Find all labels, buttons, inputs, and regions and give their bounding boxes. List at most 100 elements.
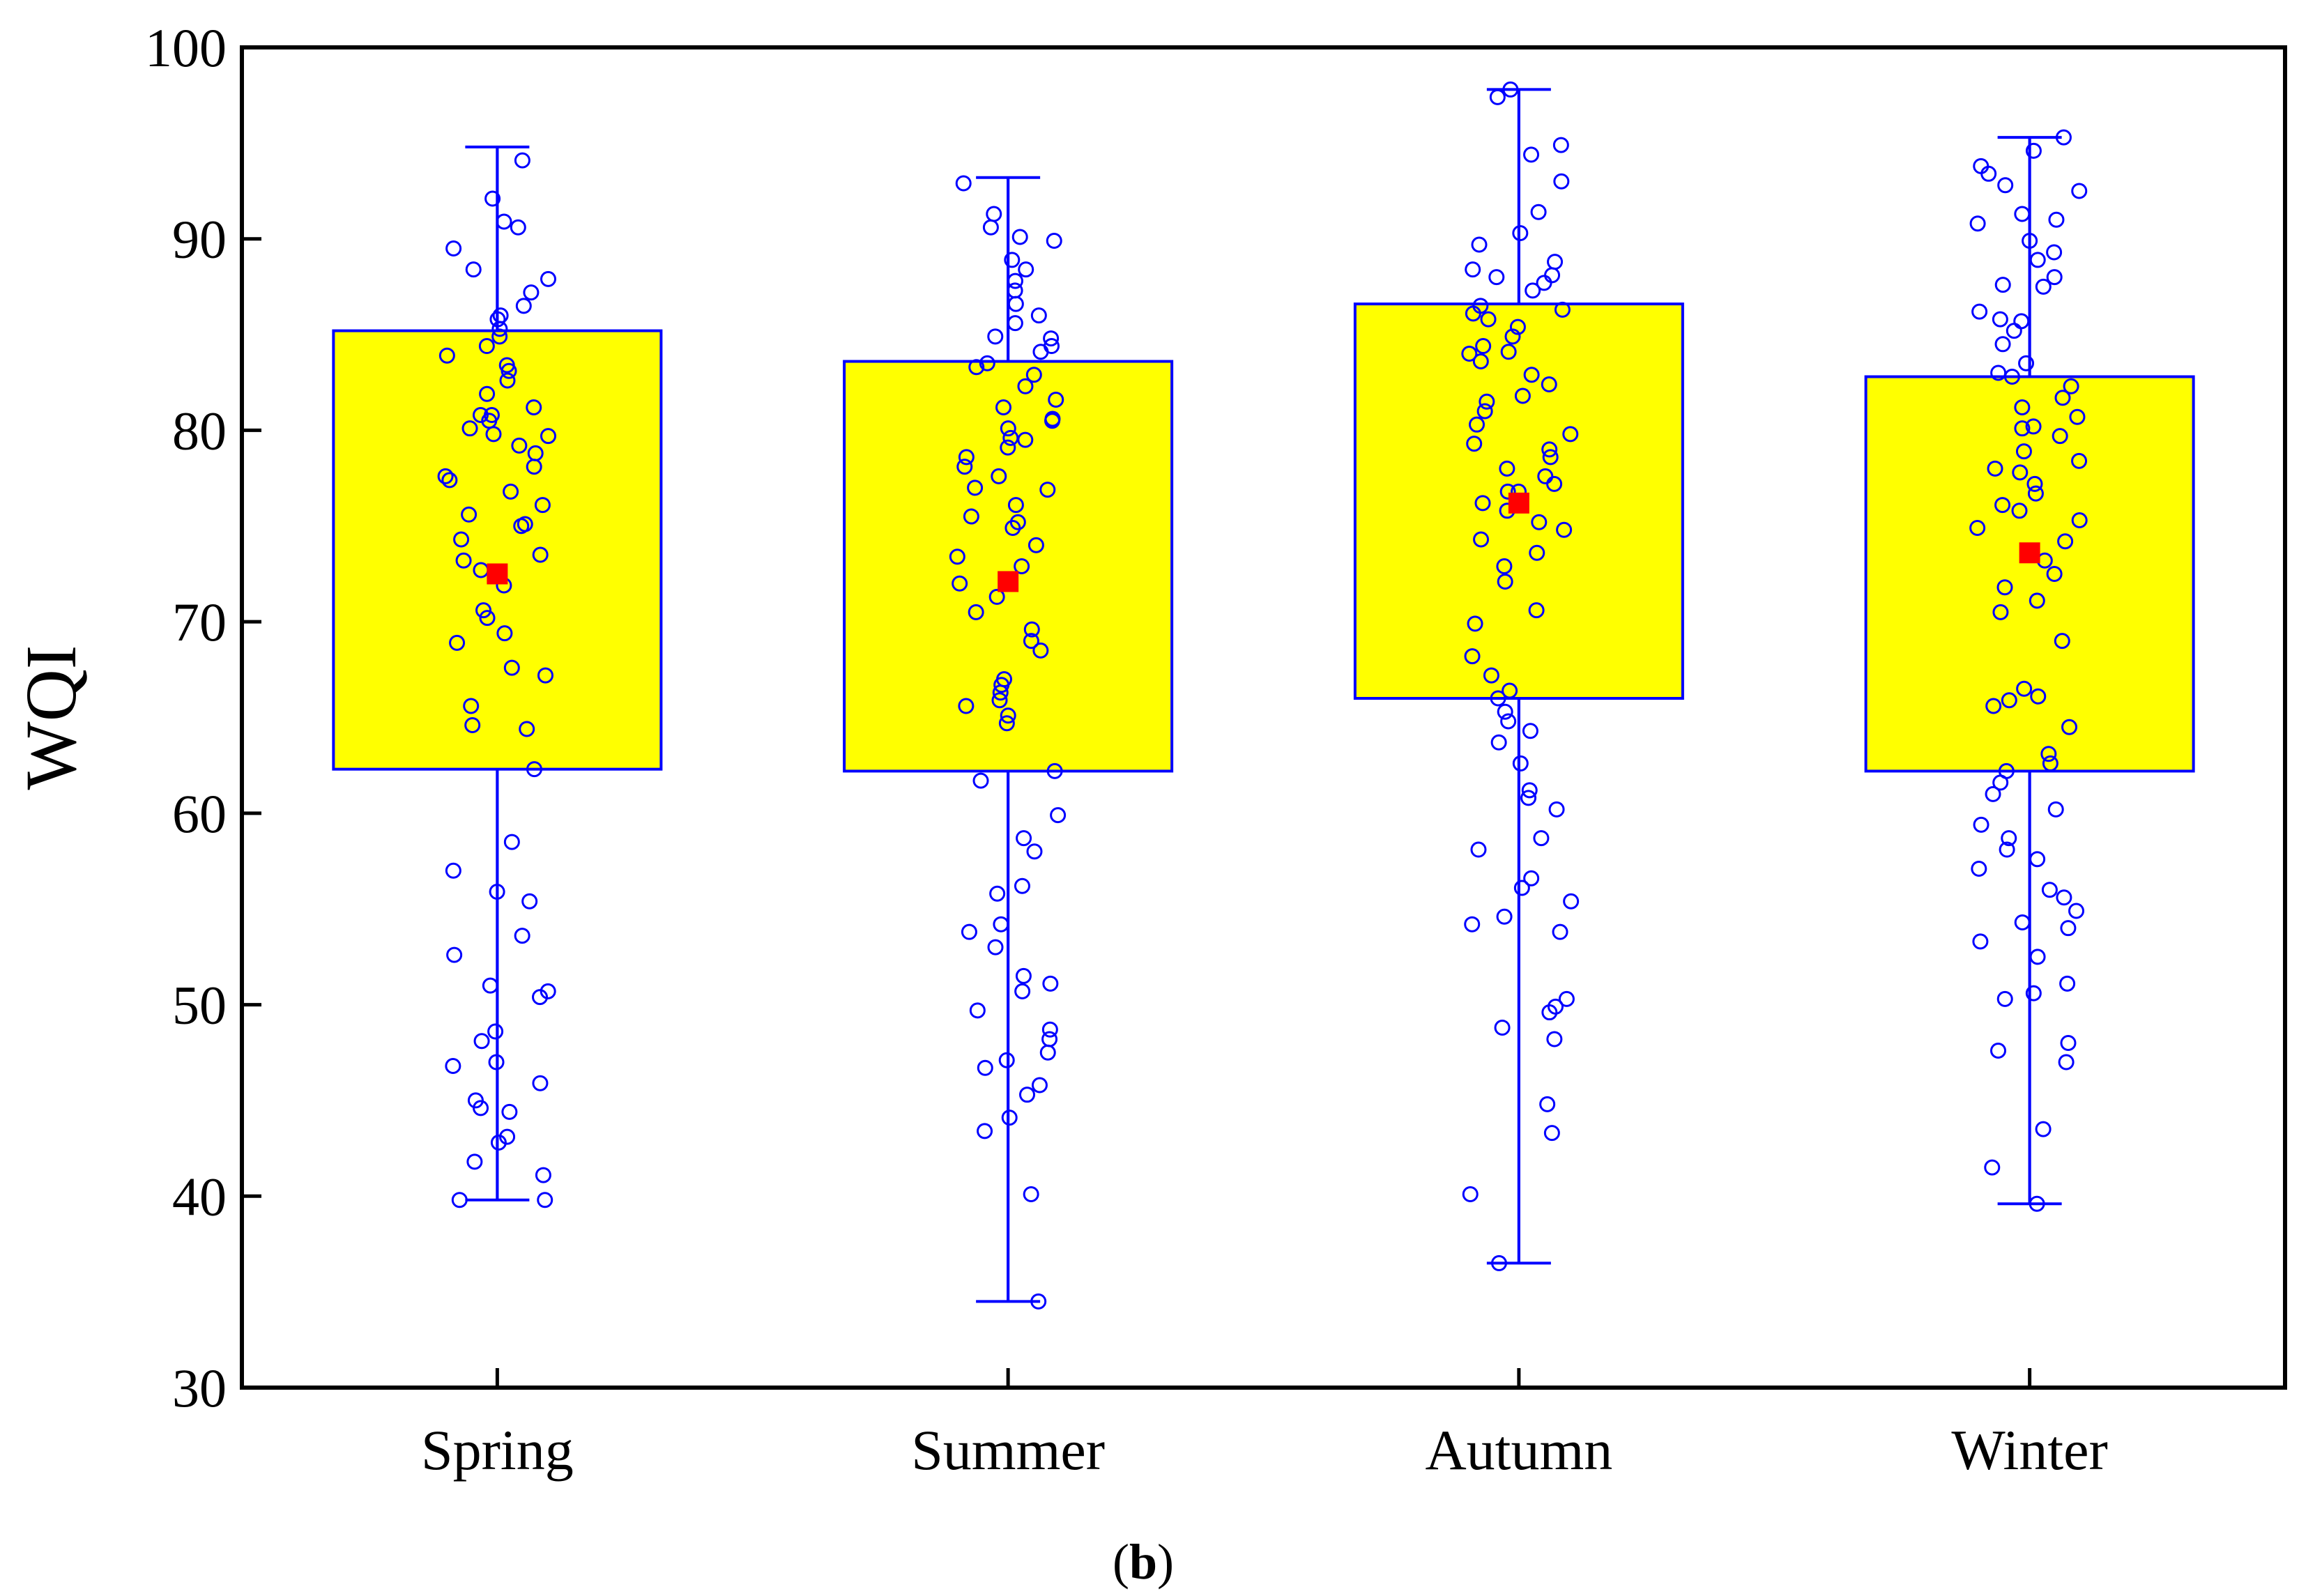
data-point: [438, 347, 455, 364]
data-point: [998, 715, 1015, 732]
data-point: [1533, 830, 1550, 847]
data-point: [2042, 755, 2059, 772]
data-point: [1994, 277, 2011, 293]
data-point: [485, 426, 502, 443]
data-point: [992, 684, 1009, 701]
mean-markers: [487, 492, 2040, 592]
data-point: [1000, 439, 1016, 456]
data-point: [2054, 633, 2070, 650]
data-point: [463, 698, 480, 714]
data-point: [987, 939, 1004, 956]
y-tick-label: 40: [172, 1166, 227, 1227]
data-point: [2006, 323, 2022, 339]
data-point: [1009, 514, 1026, 530]
data-point: [1479, 393, 1495, 410]
y-tick-label: 100: [145, 17, 227, 78]
data-point: [1512, 224, 1529, 241]
data-point: [1018, 261, 1034, 278]
data-point: [455, 552, 472, 569]
data-point: [1539, 1096, 1556, 1112]
y-tick-label: 30: [172, 1358, 227, 1418]
data-point: [2016, 680, 2033, 697]
data-point: [963, 508, 979, 525]
data-point: [1490, 690, 1506, 707]
data-point: [1513, 880, 1530, 896]
box-iqr: [1864, 375, 2195, 773]
data-point: [1992, 774, 2009, 791]
data-point: [2014, 399, 2031, 415]
data-point: [1558, 990, 1575, 1007]
data-point: [1469, 416, 1485, 433]
data-point: [1994, 336, 2011, 353]
data-point: [491, 328, 508, 345]
data-point: [1999, 841, 2015, 858]
data-point: [540, 983, 556, 999]
data-point: [1996, 579, 2013, 596]
data-point: [1475, 338, 1492, 355]
data-point: [1973, 816, 1989, 833]
data-point: [1011, 229, 1028, 245]
y-axis-ticks: 30 40 50 60 70 80 90 100: [145, 17, 2032, 1418]
data-point: [2048, 211, 2065, 228]
data-point: [2046, 269, 2063, 286]
data-point: [988, 588, 1005, 605]
data-point: [1504, 328, 1521, 345]
box-iqr: [332, 329, 663, 771]
y-tick-label: 70: [172, 592, 227, 652]
data-point: [972, 772, 989, 789]
data-point: [1471, 236, 1488, 253]
data-point: [1528, 602, 1545, 619]
data-point: [1971, 861, 1987, 877]
mean-marker: [487, 563, 508, 585]
data-point: [488, 1054, 505, 1071]
data-point: [1553, 173, 1570, 190]
data-point: [492, 307, 509, 324]
data-point: [1039, 1044, 1056, 1061]
data-point: [1562, 426, 1579, 443]
data-point: [451, 1192, 468, 1208]
y-tick-label: 90: [172, 209, 227, 270]
data-point: [1552, 137, 1569, 153]
data-point: [987, 328, 1004, 345]
data-point: [1462, 1186, 1479, 1203]
data-point: [1541, 1004, 1558, 1021]
data-point: [473, 1033, 490, 1050]
data-point: [2018, 355, 2035, 371]
data-point: [1032, 642, 1049, 659]
data-point: [535, 1167, 551, 1183]
data-point: [1997, 177, 2014, 194]
data-point: [1030, 307, 1047, 324]
data-point: [1529, 544, 1545, 561]
data-point: [1046, 232, 1062, 249]
data-point: [1467, 615, 1483, 632]
data-point: [1007, 497, 1024, 514]
data-point: [977, 1059, 993, 1076]
data-point: [1523, 870, 1540, 887]
data-point: [1001, 1110, 1018, 1126]
data-point: [514, 928, 530, 944]
data-point: [487, 1023, 504, 1040]
data-point: [2071, 452, 2088, 469]
data-point: [521, 893, 538, 910]
data-point: [510, 219, 526, 236]
data-point: [441, 472, 458, 489]
data-point: [1502, 81, 1519, 98]
data-point: [2054, 390, 2071, 406]
data-point: [2069, 408, 2086, 425]
data-point: [1461, 346, 1478, 362]
data-point: [1023, 633, 1039, 650]
data-point: [1494, 1020, 1511, 1036]
data-point: [2068, 903, 2085, 919]
data-point: [2029, 592, 2045, 609]
data-point: [1972, 933, 1989, 950]
data-point: [977, 1123, 993, 1140]
panel-label-letter: b: [1129, 1534, 1157, 1590]
data-point: [445, 240, 462, 256]
data-point: [1994, 497, 2011, 514]
data-point: [961, 923, 977, 940]
data-point: [1502, 682, 1518, 699]
data-point: [490, 1134, 507, 1151]
data-point: [1466, 436, 1483, 452]
data-point: [1004, 252, 1021, 268]
data-point: [967, 479, 984, 496]
